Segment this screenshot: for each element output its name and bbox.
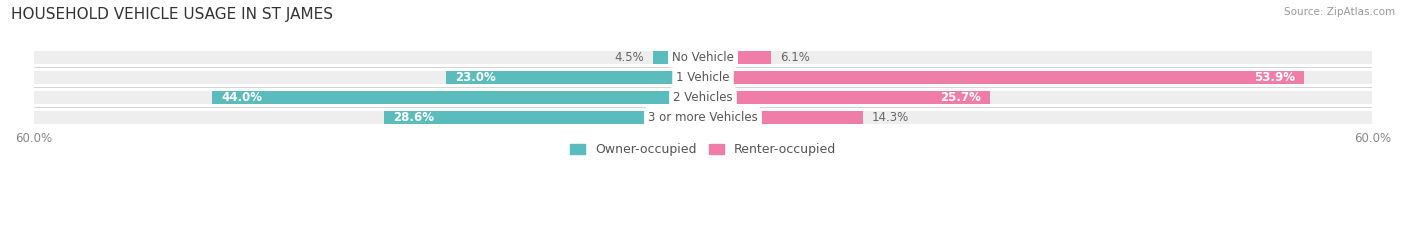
Bar <box>34 51 703 64</box>
Text: Source: ZipAtlas.com: Source: ZipAtlas.com <box>1284 7 1395 17</box>
Text: HOUSEHOLD VEHICLE USAGE IN ST JAMES: HOUSEHOLD VEHICLE USAGE IN ST JAMES <box>11 7 333 22</box>
Bar <box>703 111 1372 124</box>
Bar <box>212 91 703 104</box>
Bar <box>34 71 703 84</box>
Text: 23.0%: 23.0% <box>456 71 496 84</box>
Text: 3 or more Vehicles: 3 or more Vehicles <box>648 111 758 124</box>
Text: 25.7%: 25.7% <box>941 91 981 104</box>
Text: 28.6%: 28.6% <box>392 111 434 124</box>
Bar <box>34 111 703 124</box>
Legend: Owner-occupied, Renter-occupied: Owner-occupied, Renter-occupied <box>565 138 841 161</box>
Bar <box>703 71 1305 84</box>
Text: 4.5%: 4.5% <box>614 51 644 64</box>
Text: 6.1%: 6.1% <box>780 51 810 64</box>
Bar <box>703 91 990 104</box>
Text: 14.3%: 14.3% <box>872 111 908 124</box>
Bar <box>703 111 862 124</box>
Bar <box>384 111 703 124</box>
Text: 53.9%: 53.9% <box>1254 71 1295 84</box>
Text: No Vehicle: No Vehicle <box>672 51 734 64</box>
Bar <box>446 71 703 84</box>
Bar <box>34 91 703 104</box>
Bar <box>703 91 1372 104</box>
Text: 1 Vehicle: 1 Vehicle <box>676 71 730 84</box>
Bar <box>703 51 770 64</box>
Text: 2 Vehicles: 2 Vehicles <box>673 91 733 104</box>
Bar <box>652 51 703 64</box>
Text: 44.0%: 44.0% <box>221 91 262 104</box>
Bar <box>703 51 1372 64</box>
Bar <box>703 71 1372 84</box>
